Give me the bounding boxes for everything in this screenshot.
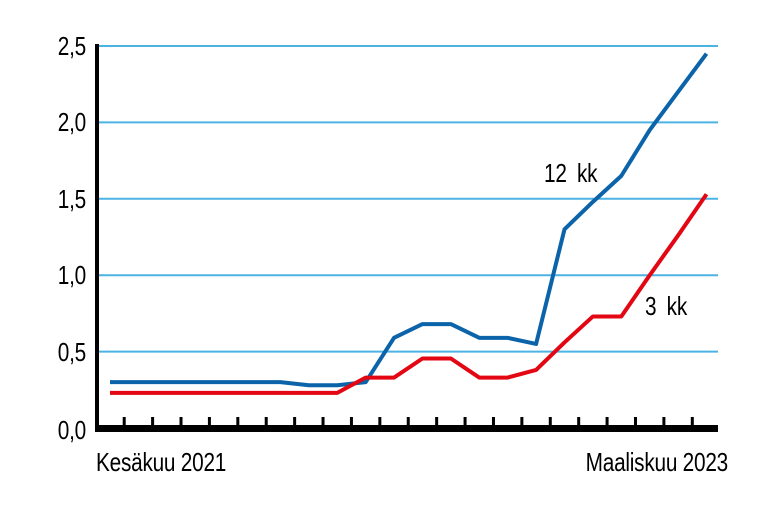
series-label-12kk: 12 kk [544, 158, 598, 188]
y-tick-label: 1,0 [57, 260, 86, 290]
y-tick-label: 2,5 [57, 31, 86, 61]
x-axis-start-label: Kesäkuu 2021 [96, 447, 227, 477]
y-tick-label: 2,0 [57, 107, 86, 137]
y-tick-label: 1,5 [57, 184, 86, 214]
x-axis-end-label: Maaliskuu 2023 [585, 447, 729, 477]
series-label-3kk: 3 kk [645, 291, 687, 321]
y-tick-label: 0,0 [57, 415, 86, 445]
y-tick-label: 0,5 [57, 337, 86, 367]
